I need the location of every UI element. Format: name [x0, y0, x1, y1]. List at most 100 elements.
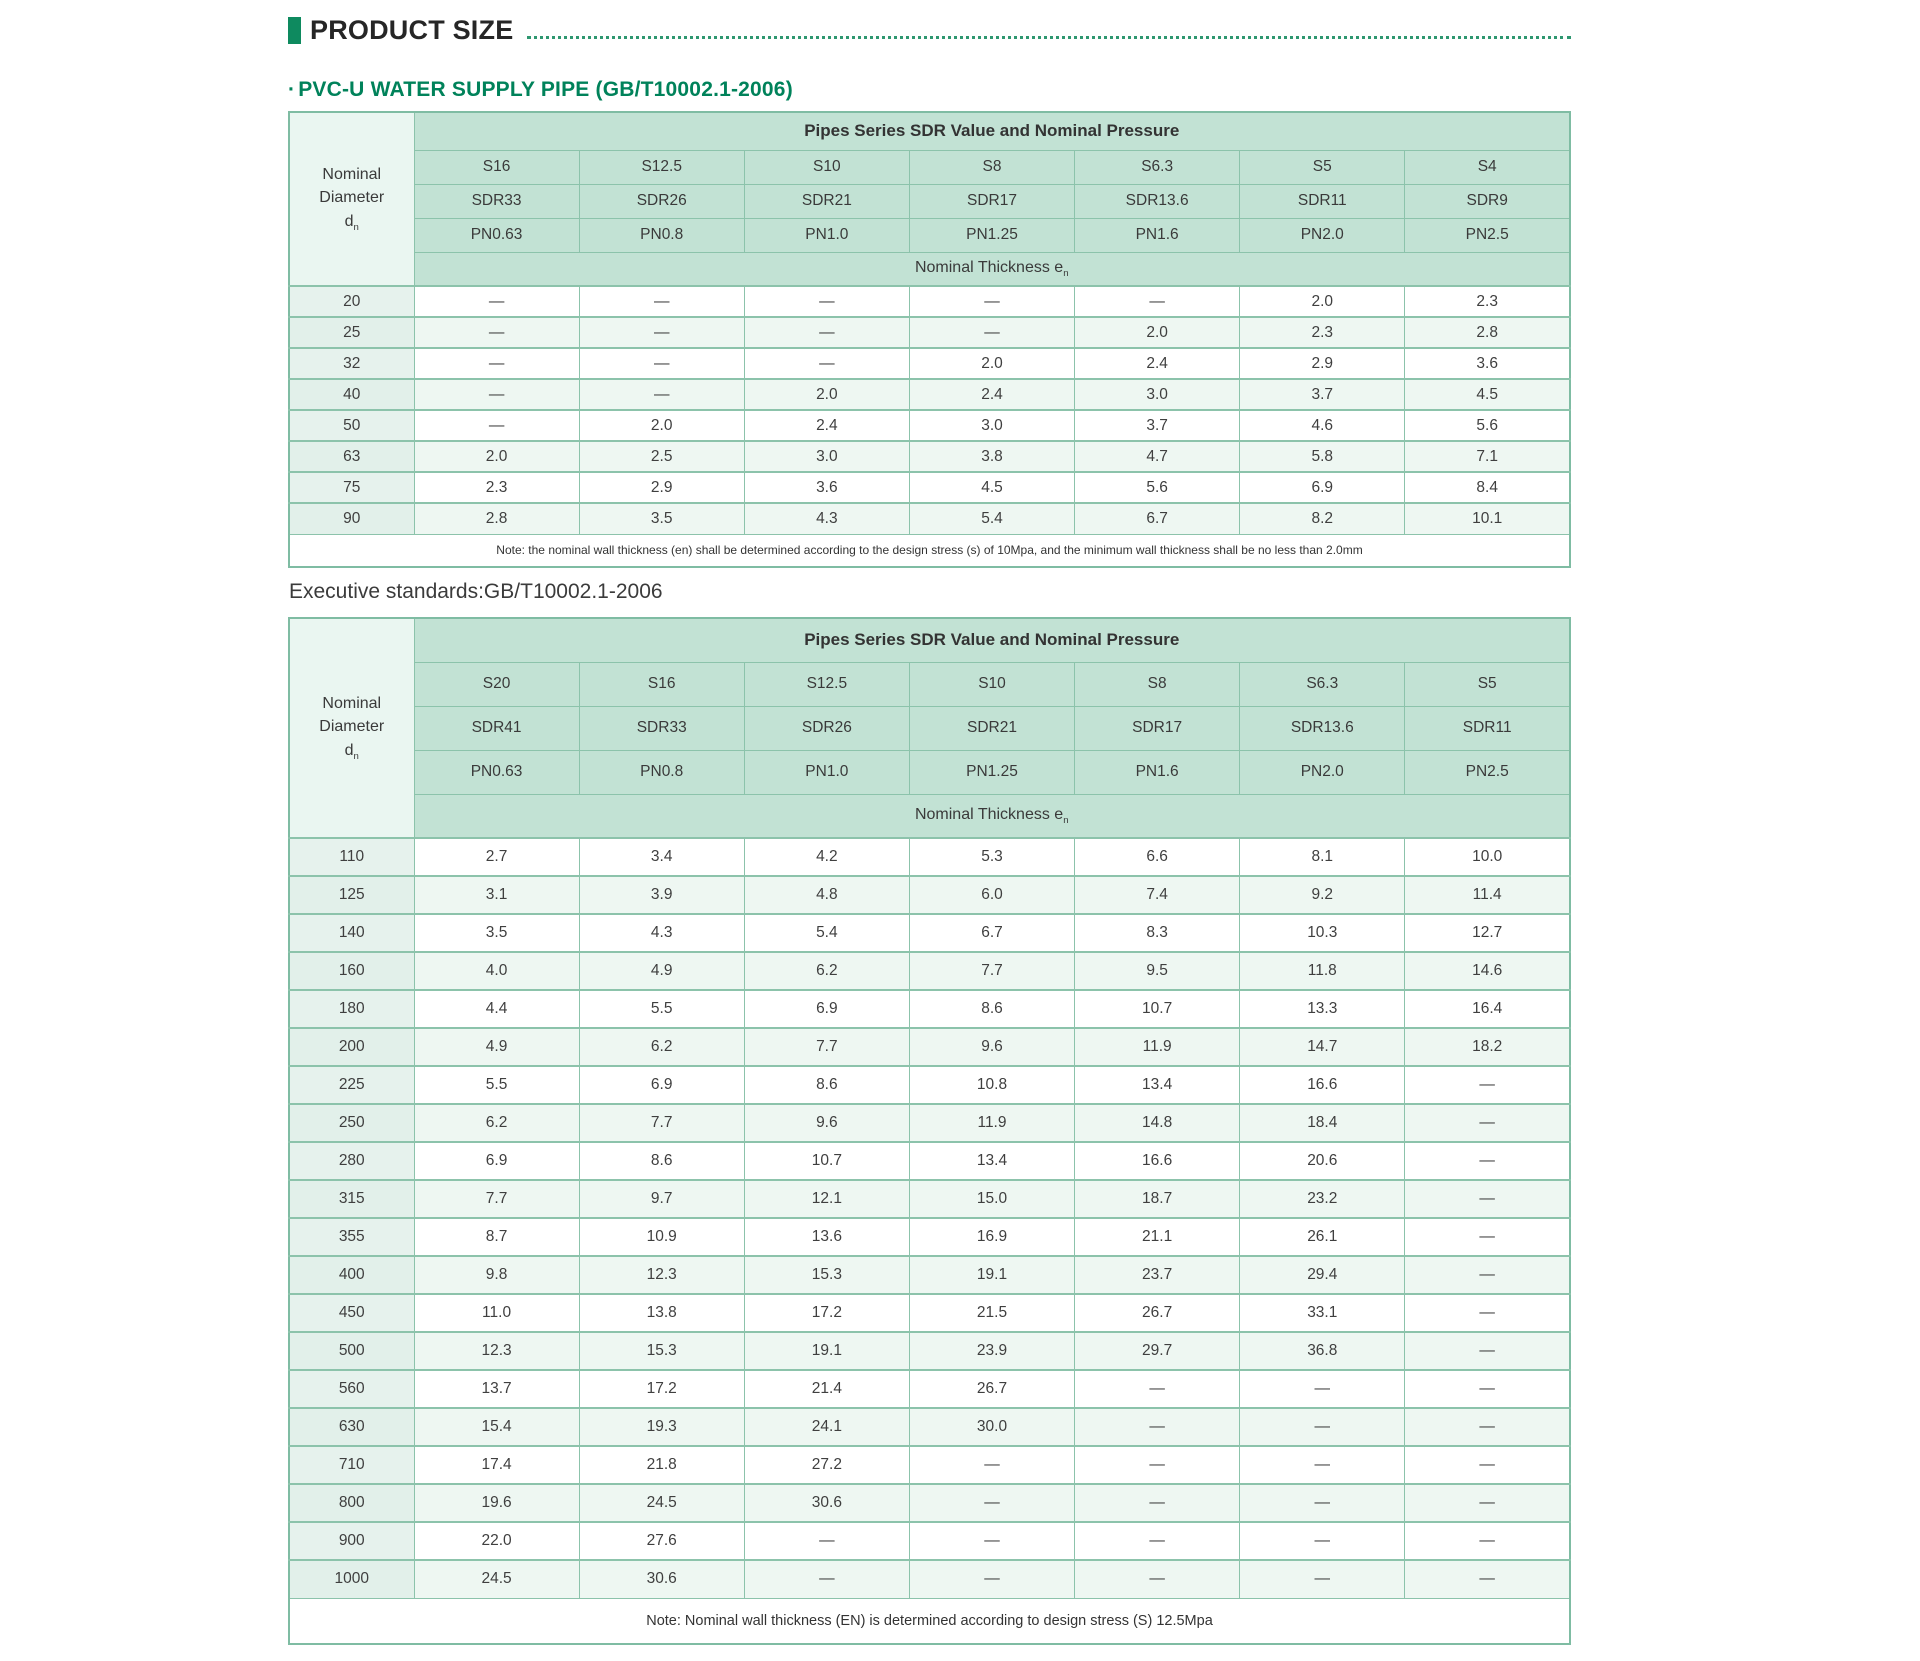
header-row-pn: PN0.63 PN0.8 PN1.0 PN1.25 PN1.6 PN2.0 PN2.5: [289, 749, 1571, 795]
table-row: 180 4.4 5.5 6.9 8.6 10.7 13.3 16.4: [288, 989, 1571, 1029]
diameter-subscript: n: [353, 221, 359, 233]
header-row-sdr: SDR41 SDR33 SDR26 SDR21 SDR17 SDR13.6 SDR11: [289, 705, 1571, 751]
thickness-value-cell: —: [1074, 1369, 1241, 1409]
thickness-value-cell: 4.5: [908, 471, 1076, 504]
thickness-value-cell: —: [413, 378, 580, 411]
thickness-value-cell: 17.2: [578, 1369, 745, 1409]
thickness-value-cell: 10.1: [1404, 502, 1571, 535]
diameter-symbol: d: [344, 212, 354, 230]
thickness-value-cell: 12.3: [578, 1255, 745, 1295]
thickness-value-cell: —: [908, 1445, 1076, 1485]
thickness-value-cell: 4.5: [1404, 378, 1571, 411]
diameter-cell: 40: [288, 378, 415, 411]
sdr-value-cell: SDR33: [578, 705, 745, 751]
thickness-value-cell: 3.7: [1074, 409, 1241, 442]
sdr-value-cell: SDR21: [908, 705, 1076, 751]
thickness-value-cell: —: [1404, 1331, 1571, 1371]
thickness-value-cell: 18.4: [1239, 1103, 1406, 1143]
table-body: 110 2.7 3.4 4.2 5.3 6.6 8.1 10.0 125 3.1 3.9 4.8 6.0…: [288, 837, 1571, 1599]
thickness-value-cell: 4.8: [743, 875, 910, 915]
thickness-value-cell: —: [1239, 1483, 1406, 1523]
thickness-value-cell: 12.7: [1404, 913, 1571, 953]
thickness-value-cell: —: [413, 409, 580, 442]
table-row: 125 3.1 3.9 4.8 6.0 7.4 9.2 11.4: [288, 875, 1571, 915]
diameter-cell: 560: [288, 1369, 415, 1409]
series-s-cell: S10: [743, 149, 910, 185]
thickness-value-cell: 5.4: [743, 913, 910, 953]
thickness-value-cell: 2.9: [1239, 347, 1406, 380]
thickness-value-cell: —: [1404, 1179, 1571, 1219]
thickness-value-cell: —: [578, 285, 745, 318]
diameter-cell: 200: [288, 1027, 415, 1067]
thickness-subscript: n: [1063, 267, 1069, 279]
thickness-value-cell: 19.6: [413, 1483, 580, 1523]
thickness-value-cell: —: [1074, 1407, 1241, 1447]
table-row: 32— — —2.0 2.4 2.9 3.6: [288, 347, 1571, 380]
thickness-value-cell: 2.0: [908, 347, 1076, 380]
thickness-value-cell: 3.9: [578, 875, 745, 915]
thickness-value-cell: —: [1074, 285, 1241, 318]
table-note: Note: Nominal wall thickness (EN) is det…: [288, 1597, 1571, 1645]
pn-value-cell: PN1.6: [1074, 217, 1241, 253]
thickness-value-cell: 6.2: [413, 1103, 580, 1143]
pn-value-cell: PN0.8: [578, 217, 745, 253]
thickness-value-cell: —: [1239, 1445, 1406, 1485]
thickness-value-cell: 11.8: [1239, 951, 1406, 991]
thickness-value-cell: 2.3: [1239, 316, 1406, 349]
thickness-value-cell: —: [908, 1521, 1076, 1561]
thickness-subscript: n: [1063, 814, 1069, 826]
table-row: 630 15.4 19.3 24.1 30.0— — —: [288, 1407, 1571, 1447]
thickness-value-cell: 11.0: [413, 1293, 580, 1333]
thickness-value-cell: 6.2: [743, 951, 910, 991]
series-s-cell: S8: [1074, 661, 1241, 707]
thickness-value-cell: 21.5: [908, 1293, 1076, 1333]
diameter-cell: 25: [288, 316, 415, 349]
diameter-cell: 500: [288, 1331, 415, 1371]
series-s-cell: S5: [1404, 661, 1571, 707]
thickness-value-cell: 18.7: [1074, 1179, 1241, 1219]
thickness-value-cell: 17.4: [413, 1445, 580, 1485]
thickness-value-cell: —: [1074, 1559, 1241, 1599]
thickness-value-cell: —: [908, 1559, 1076, 1599]
pn-value-cell: PN0.63: [413, 217, 580, 253]
thickness-value-cell: 36.8: [1239, 1331, 1406, 1371]
thickness-value-cell: 4.2: [743, 837, 910, 877]
nominal-diameter-label: Nominal Diameter: [319, 695, 385, 736]
thickness-value-cell: 8.2: [1239, 502, 1406, 535]
header-row-thickness: Nominal Thickness en: [289, 793, 1571, 839]
diameter-cell: 1000: [288, 1559, 415, 1599]
pn-value-cell: PN0.8: [578, 749, 745, 795]
thickness-value-cell: 24.1: [743, 1407, 910, 1447]
thickness-value-cell: 23.7: [1074, 1255, 1241, 1295]
thickness-value-cell: 2.0: [413, 440, 580, 473]
thickness-value-cell: 18.2: [1404, 1027, 1571, 1067]
thickness-value-cell: 2.8: [1404, 316, 1571, 349]
thickness-value-cell: 9.2: [1239, 875, 1406, 915]
thickness-value-cell: 4.7: [1074, 440, 1241, 473]
sdr-value-cell: SDR21: [743, 183, 910, 219]
thickness-value-cell: 12.3: [413, 1331, 580, 1371]
thickness-value-cell: 5.4: [908, 502, 1076, 535]
table-row: 50—2.0 2.4 3.0 3.7 4.6 5.6: [288, 409, 1571, 442]
thickness-value-cell: 4.3: [743, 502, 910, 535]
thickness-value-cell: 23.9: [908, 1331, 1076, 1371]
table-footer: Note: the nominal wall thickness (en) sh…: [288, 533, 1571, 568]
sdr-value-cell: SDR11: [1239, 183, 1406, 219]
table-row: 250 6.2 7.7 9.6 11.9 14.8 18.4—: [288, 1103, 1571, 1143]
thickness-value-cell: —: [743, 1559, 910, 1599]
thickness-value-cell: 3.0: [908, 409, 1076, 442]
header-row-s: S20 S16 S12.5 S10 S8 S6.3 S5: [289, 661, 1571, 707]
thickness-value-cell: 15.0: [908, 1179, 1076, 1219]
thickness-value-cell: 16.6: [1239, 1065, 1406, 1105]
sdr-pressure-title: Pipes Series SDR Value and Nominal Press…: [413, 617, 1571, 663]
diameter-cell: 140: [288, 913, 415, 953]
header-row-sdr: SDR33 SDR26 SDR21 SDR17 SDR13.6 SDR11 SDR9: [289, 183, 1571, 219]
nominal-diameter-symbol: dn: [294, 739, 410, 764]
thickness-value-cell: 8.1: [1239, 837, 1406, 877]
table-row: 400 9.8 12.3 15.3 19.1 23.7 29.4—: [288, 1255, 1571, 1295]
thickness-value-cell: —: [1404, 1407, 1571, 1447]
thickness-value-cell: 10.7: [743, 1141, 910, 1181]
sdr-value-cell: SDR26: [743, 705, 910, 751]
thickness-value-cell: 2.4: [1074, 347, 1241, 380]
sdr-value-cell: SDR9: [1404, 183, 1571, 219]
